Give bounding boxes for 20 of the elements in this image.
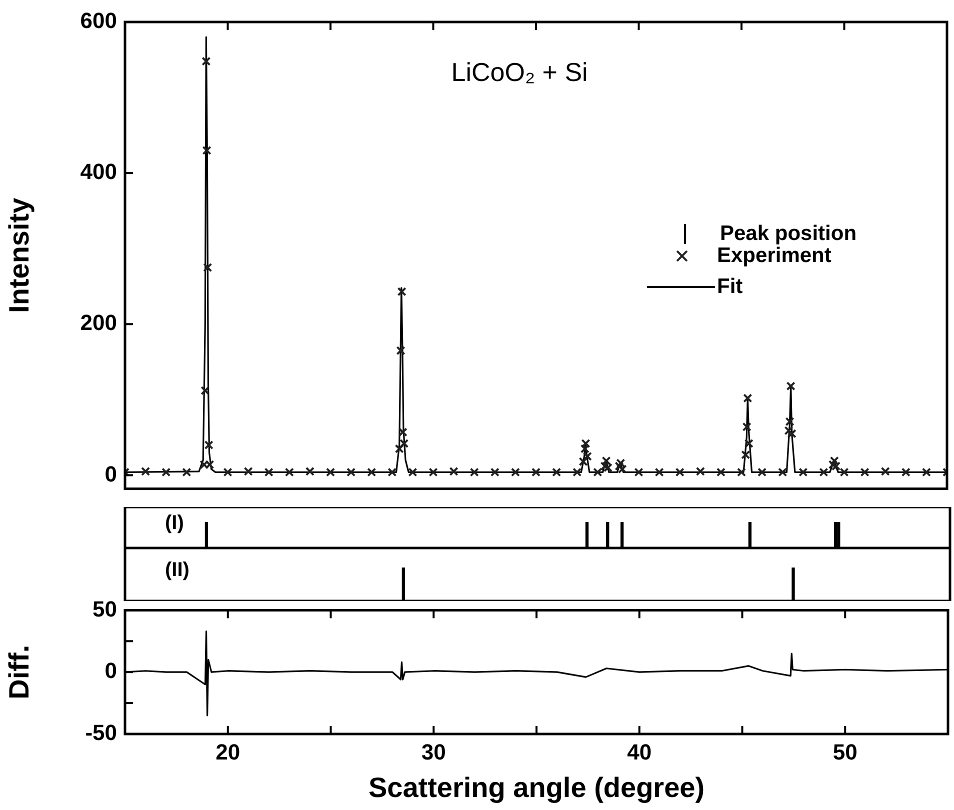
y-tick-label: -50	[85, 720, 117, 746]
annotation: (II)	[165, 559, 190, 582]
y-tick-label: 50	[92, 596, 117, 622]
legend-label: Peak position	[720, 222, 857, 246]
annotation: (I)	[165, 512, 184, 534]
x-tick-label: 30	[421, 739, 446, 764]
y-tick-label: 400	[80, 159, 117, 184]
x-tick-label: 50	[832, 739, 858, 764]
x-tick-label: 20	[216, 739, 240, 764]
x-tick-label: 40	[627, 739, 652, 764]
y-tick-label: 600	[80, 8, 117, 34]
y-tick-label: 0	[104, 658, 117, 684]
legend-label: Experiment	[717, 244, 832, 268]
y-tick-label: 200	[80, 310, 117, 336]
legend-label: Fit	[717, 274, 743, 299]
text: LiCoO₂ + Si	[451, 57, 588, 88]
x-axis-title: Scattering angle (degree)	[368, 772, 705, 803]
y-axis-title: Diff.	[4, 644, 35, 700]
y-tick-label: 0	[104, 461, 117, 486]
y-axis-title: Intensity	[4, 197, 35, 313]
